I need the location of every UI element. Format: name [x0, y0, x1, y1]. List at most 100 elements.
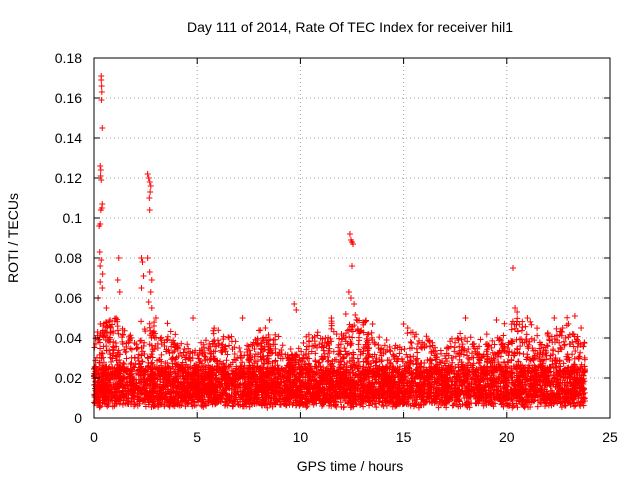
- data-point: [408, 340, 415, 347]
- data-point: [488, 357, 495, 364]
- data-point: [303, 333, 310, 340]
- data-point: [414, 340, 421, 347]
- data-point: [450, 354, 457, 361]
- data-point: [451, 344, 458, 351]
- data-point: [138, 352, 145, 359]
- data-point: [487, 360, 494, 367]
- data-point: [308, 348, 315, 355]
- data-point: [566, 331, 573, 338]
- data-point: [477, 336, 484, 343]
- data-point: [314, 332, 321, 339]
- data-point: [131, 340, 138, 347]
- data-point: [102, 336, 109, 343]
- data-point: [553, 332, 560, 339]
- data-point: [564, 314, 571, 321]
- data-point: [158, 334, 165, 341]
- data-point: [207, 343, 214, 350]
- data-point: [251, 346, 258, 353]
- data-point: [414, 355, 421, 362]
- data-point: [353, 316, 360, 323]
- data-point: [508, 326, 515, 333]
- data-point: [438, 350, 445, 357]
- data-point: [338, 358, 345, 365]
- data-point: [265, 360, 271, 367]
- data-point: [138, 344, 145, 351]
- data-point: [465, 355, 472, 362]
- data-point: [463, 352, 470, 359]
- data-point: [387, 348, 394, 355]
- data-point: [517, 343, 524, 350]
- data-point: [449, 402, 456, 409]
- data-point: [514, 328, 521, 335]
- data-point: [254, 351, 261, 358]
- data-point: [368, 329, 375, 336]
- data-point: [562, 402, 569, 409]
- data-point: [516, 350, 523, 357]
- data-point: [114, 316, 121, 323]
- data-point: [107, 329, 114, 336]
- data-point: [333, 402, 340, 409]
- data-point: [407, 338, 414, 345]
- data-point: [98, 349, 105, 356]
- data-point: [198, 339, 205, 346]
- data-point: [417, 343, 424, 350]
- data-point: [236, 345, 243, 352]
- data-point: [172, 331, 179, 338]
- data-point: [235, 401, 242, 408]
- data-point: [528, 321, 535, 328]
- data-point: [340, 353, 347, 360]
- data-point: [237, 348, 244, 355]
- data-point: [169, 354, 176, 361]
- data-point: [291, 351, 298, 358]
- data-point: [99, 350, 106, 357]
- data-point: [211, 337, 218, 344]
- data-point: [287, 346, 294, 353]
- data-point: [426, 337, 433, 344]
- data-point: [355, 359, 362, 366]
- data-point: [123, 355, 130, 362]
- data-point: [319, 344, 326, 351]
- data-point: [215, 327, 222, 334]
- data-point: [557, 345, 564, 352]
- data-point: [386, 357, 393, 364]
- data-point: [391, 345, 398, 352]
- data-point: [218, 341, 225, 348]
- data-point: [467, 334, 474, 341]
- data-point: [300, 339, 307, 346]
- data-point: [413, 345, 420, 352]
- data-point: [396, 344, 403, 351]
- data-point: [106, 336, 113, 343]
- data-point: [275, 333, 282, 340]
- data-point: [244, 349, 251, 356]
- data-point: [224, 351, 231, 358]
- data-point: [257, 327, 264, 334]
- data-point: [376, 334, 383, 341]
- data-point: [544, 343, 551, 350]
- data-point: [340, 403, 347, 410]
- data-point: [167, 328, 174, 335]
- data-point: [523, 331, 530, 338]
- data-point: [119, 338, 126, 345]
- data-point: [580, 343, 587, 350]
- data-point: [413, 356, 420, 363]
- data-point: [116, 356, 123, 363]
- data-point: [245, 343, 252, 350]
- data-point: [516, 336, 523, 343]
- data-point: [100, 333, 107, 340]
- data-point: [381, 342, 388, 349]
- data-point: [134, 355, 141, 362]
- data-point: [534, 325, 541, 332]
- data-point: [390, 353, 397, 360]
- data-point: [221, 402, 228, 409]
- data-point: [279, 342, 286, 349]
- data-point: [453, 353, 460, 360]
- data-point: [206, 341, 213, 348]
- data-point: [116, 400, 123, 407]
- data-point: [508, 356, 515, 363]
- data-point: [581, 339, 588, 346]
- data-point: [222, 348, 229, 355]
- data-point: [340, 354, 347, 361]
- data-point: [306, 360, 313, 367]
- data-point: [360, 403, 367, 410]
